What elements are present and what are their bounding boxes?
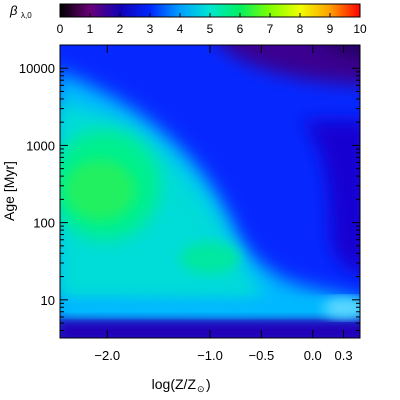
colorbar-tick-label: 7 [267, 22, 274, 36]
colorbar-tick-label: 9 [327, 22, 334, 36]
heatmap-region-deepblue [300, 120, 360, 273]
y-tick-label: 100 [33, 216, 55, 231]
colorbar-tick-label: 10 [353, 22, 367, 36]
x-tick-label: 0.3 [335, 348, 353, 363]
colorbar-label-symbol: β [9, 3, 18, 18]
heatmap-region-band [60, 298, 360, 316]
colorbar: β λ,0 0 1 2 3 4 5 6 7 8 9 10 [9, 3, 367, 36]
y-tick-label: 1000 [26, 138, 55, 153]
colorbar-tick-label: 8 [297, 22, 304, 36]
heatmap-peak [65, 160, 135, 220]
colorbar-tick-label: 3 [147, 22, 154, 36]
colorbar-tick-label: 2 [117, 22, 124, 36]
x-axis-label-close: ) [206, 376, 211, 392]
x-axis: −2.0 −1.0 −0.5 0.0 0.3 [94, 45, 353, 363]
heatmap-region-dark [219, 45, 360, 85]
colorbar-tick-label: 1 [87, 22, 94, 36]
heatmap-region-lowage [180, 242, 240, 274]
colorbar-tick-label: 6 [237, 22, 244, 36]
x-axis-label: log(Z/Z [152, 376, 197, 392]
x-tick-label: −2.0 [94, 348, 120, 363]
x-tick-label: −0.5 [249, 348, 275, 363]
y-axis: 10 100 1000 10000 [19, 44, 360, 332]
colorbar-ticks: 0 1 2 3 4 5 6 7 8 9 10 [57, 13, 367, 36]
heatmap [60, 45, 360, 338]
heatmap-region-bright-spot [323, 298, 360, 318]
heatmap-region-young [60, 318, 360, 338]
y-tick-label: 10000 [19, 61, 55, 76]
y-axis-label: Age [Myr] [1, 161, 17, 221]
x-tick-label: −1.0 [197, 348, 223, 363]
x-axis-label-subscript: ⊙ [197, 384, 205, 394]
x-tick-label: 0.0 [304, 348, 322, 363]
colorbar-label-subscript: λ,0 [21, 11, 32, 20]
y-tick-label: 10 [41, 293, 55, 308]
colorbar-tick-label: 4 [177, 22, 184, 36]
colorbar-tick-label: 5 [207, 22, 214, 36]
colorbar-tick-label: 0 [57, 22, 64, 36]
